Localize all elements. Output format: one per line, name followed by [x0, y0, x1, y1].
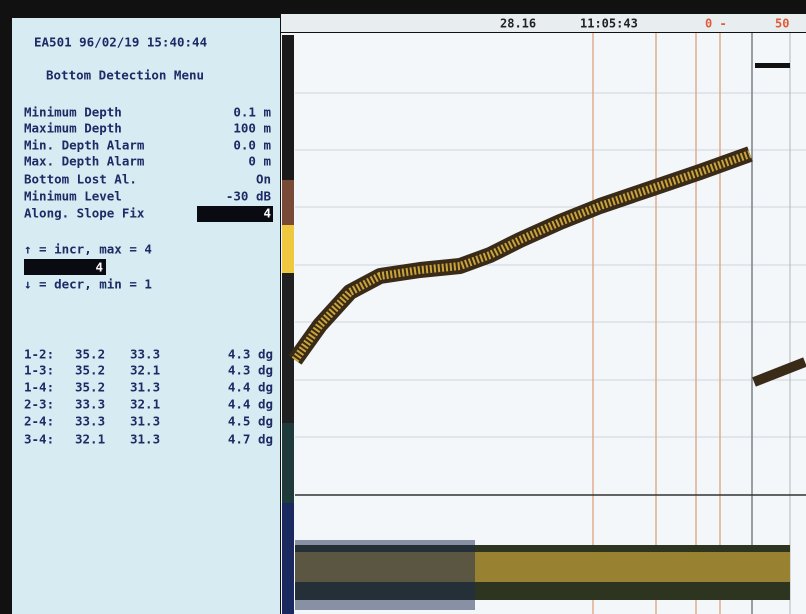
- angle-cell: 33.3: [130, 347, 160, 362]
- angle-cell: 31.3: [130, 432, 160, 447]
- parameter-value: 100 m: [233, 121, 271, 136]
- input-box[interactable]: [24, 259, 106, 275]
- angle-cell: 31.3: [130, 380, 160, 395]
- angle-cell: 35.2: [75, 380, 105, 395]
- angle-cell: 35.2: [75, 363, 105, 378]
- status-bar: [281, 14, 806, 32]
- angle-cell: 35.2: [75, 347, 105, 362]
- parameter-value: -30 dB: [226, 189, 272, 204]
- angle-cell: 4.7 dg: [228, 432, 273, 447]
- parameter-label: Maximum Depth: [24, 121, 122, 136]
- status-time: 11:05:43: [580, 17, 638, 31]
- angle-cell: 4.3 dg: [228, 347, 273, 362]
- parameter-value: 0.0 m: [233, 138, 271, 153]
- angle-cell: 33.3: [75, 414, 105, 429]
- parameter-value: 0 m: [248, 154, 271, 169]
- parameter-label: Along. Slope Fix: [24, 206, 145, 221]
- status-speed: 28.16: [500, 17, 536, 31]
- angle-cell: 4.3 dg: [228, 363, 273, 378]
- parameter-label: Minimum Depth: [24, 105, 122, 120]
- angle-cell: 4.4 dg: [228, 380, 273, 395]
- angle-cell: 32.1: [75, 432, 105, 447]
- angle-cell: 32.1: [130, 363, 160, 378]
- parameter-label: Bottom Lost Al.: [24, 172, 137, 187]
- angle-cell: 31.3: [130, 414, 160, 429]
- parameter-label: Minimum Level: [24, 189, 122, 204]
- angle-cell: 2-4:: [24, 414, 54, 429]
- menu-title: Bottom Detection Menu: [46, 68, 204, 83]
- angle-cell: 3-4:: [24, 432, 54, 447]
- near-field-noise: [295, 540, 475, 610]
- angle-cell: 1-2:: [24, 347, 54, 362]
- echogram: [281, 33, 806, 614]
- parameter-value: 0.1 m: [233, 105, 271, 120]
- depth-marker: [755, 63, 790, 68]
- parameter-label: Max. Depth Alarm: [24, 154, 145, 169]
- input-value[interactable]: 4: [95, 260, 103, 275]
- angle-cell: 2-3:: [24, 397, 54, 412]
- angle-cell: 1-3:: [24, 363, 54, 378]
- angle-cell: 4.5 dg: [228, 414, 273, 429]
- color-scale: [282, 35, 294, 614]
- angle-cell: 4.4 dg: [228, 397, 273, 412]
- panel-header: EA501 96/02/19 15:40:44: [34, 35, 207, 50]
- decrement-hint: ↓ = decr, min = 1: [24, 277, 152, 292]
- range-end: 50: [775, 17, 789, 31]
- range-start: 0 -: [705, 17, 727, 31]
- angle-cell: 33.3: [75, 397, 105, 412]
- angle-cell: 32.1: [130, 397, 160, 412]
- echosounder-screen: EA501 96/02/19 15:40:44 Bottom Detection…: [0, 0, 806, 614]
- parameter-value: 4: [263, 206, 271, 221]
- parameter-value: On: [256, 172, 271, 187]
- parameter-label: Min. Depth Alarm: [24, 138, 145, 153]
- slope-fix-box[interactable]: [197, 206, 273, 222]
- angle-cell: 1-4:: [24, 380, 54, 395]
- increment-hint: ↑ = incr, max = 4: [24, 242, 152, 257]
